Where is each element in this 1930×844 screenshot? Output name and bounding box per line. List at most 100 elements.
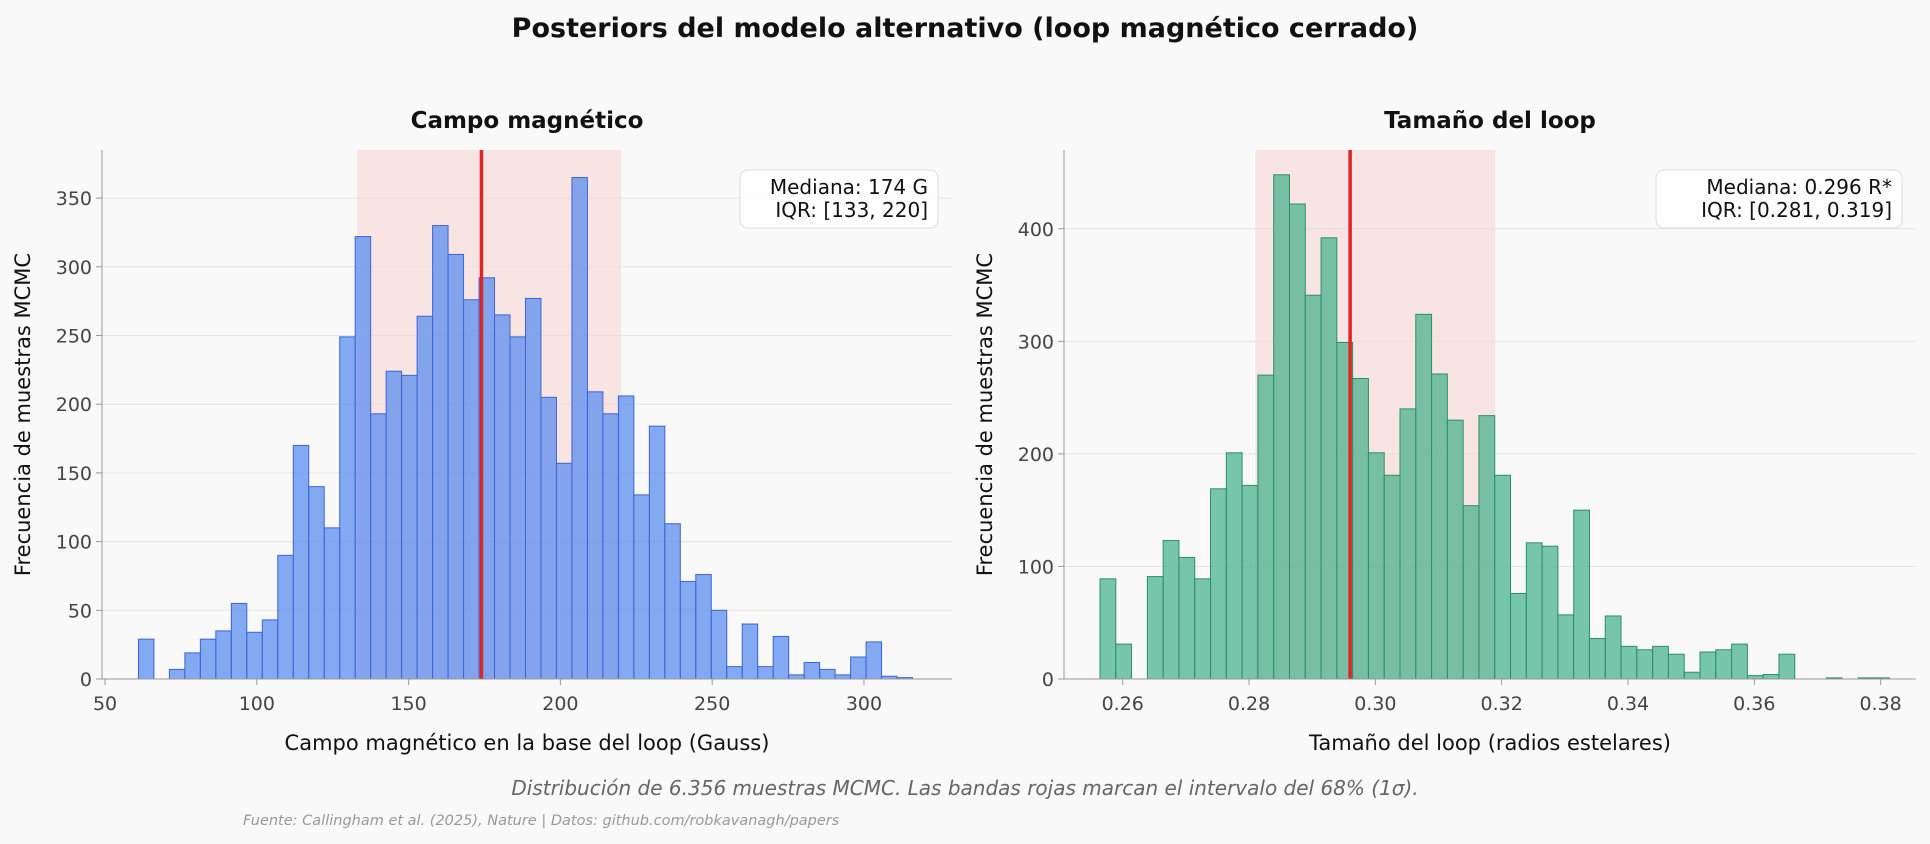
histogram-bar <box>1241 484 1259 680</box>
histogram-bar <box>230 602 248 680</box>
histogram-bar <box>354 236 372 680</box>
histogram-bar <box>261 619 279 680</box>
histogram-bar <box>370 413 387 680</box>
histogram-bar <box>1210 488 1227 680</box>
histogram-bar <box>726 666 743 680</box>
source-note: Fuente: Callingham et al. (2025), Nature… <box>243 813 840 829</box>
histogram-bar <box>463 299 480 680</box>
histogram-bar <box>664 523 681 680</box>
histogram-bar <box>277 554 294 680</box>
histogram-bar <box>1731 643 1748 680</box>
annotation-box <box>1655 169 1903 229</box>
panel-title: Campo magnético <box>411 108 644 134</box>
histogram-bar <box>1478 415 1496 680</box>
histogram-bar <box>1525 542 1543 680</box>
annotation-iqr: IQR: [133, 220] <box>775 198 928 222</box>
histogram-bar <box>695 574 712 680</box>
x-tick-label: 50 <box>93 693 117 715</box>
histogram-bar <box>1573 509 1590 680</box>
x-tick-label: 0.36 <box>1733 693 1775 715</box>
histogram-bar <box>1778 653 1796 680</box>
x-tick-label: 150 <box>390 693 426 715</box>
histogram-bar <box>1115 643 1133 680</box>
histogram-bar <box>1588 637 1606 680</box>
histogram-bar <box>602 413 619 680</box>
histogram-bar <box>401 374 418 680</box>
figure-caption: Distribución de 6.356 muestras MCMC. Las… <box>511 776 1418 800</box>
histogram-bar <box>1099 578 1117 680</box>
histogram-bar <box>416 315 434 680</box>
x-tick-label: 0.32 <box>1481 693 1523 715</box>
panel-loop-size: 0 100 200 300 400 0.26 0.28 0.30 0.32 0.34 0.36 0.3… <box>973 108 1916 755</box>
x-tick-label: 0.28 <box>1228 693 1270 715</box>
annotation-median: Mediana: 0.296 R* <box>1706 175 1892 199</box>
histogram-bar <box>1762 673 1780 680</box>
histogram-bar <box>865 641 883 680</box>
histogram-bar <box>1288 203 1306 680</box>
x-tick-label: 0.30 <box>1354 693 1396 715</box>
histogram-bar <box>617 395 635 680</box>
figure-title: Posteriors del modelo alternativo (loop … <box>512 13 1419 44</box>
histogram-bar <box>1683 671 1701 680</box>
annotation-iqr: IQR: [0.281, 0.319] <box>1701 198 1892 222</box>
histogram-bar <box>555 462 573 680</box>
y-tick-label: 400 <box>1018 219 1054 241</box>
histogram-bar <box>1431 373 1448 680</box>
histogram-bar <box>1383 474 1401 680</box>
histogram-bar <box>1699 651 1717 680</box>
x-axis-label: Campo magnético en la base del loop (Gau… <box>285 731 770 755</box>
histogram-bar <box>524 297 542 680</box>
histogram-bar <box>1557 614 1575 680</box>
x-tick-label: 0.34 <box>1607 693 1649 715</box>
histogram-bar <box>1446 419 1464 680</box>
histogram-bar <box>1620 645 1638 680</box>
histogram-bar <box>1352 377 1369 680</box>
histogram-bar <box>509 336 526 680</box>
histogram-bar <box>246 631 263 680</box>
histogram-bar <box>1510 592 1527 680</box>
histogram-bar <box>1304 294 1322 680</box>
histogram-bar <box>1604 615 1622 680</box>
y-tick-label: 350 <box>56 188 92 210</box>
y-tick-label: 0 <box>1042 669 1054 691</box>
y-tick-label: 300 <box>56 257 92 279</box>
histogram-bar <box>788 674 805 680</box>
y-tick-label: 0 <box>80 669 92 691</box>
histogram-bar <box>850 656 867 680</box>
histogram-bar <box>1367 452 1385 680</box>
histogram-bar <box>1652 645 1669 680</box>
x-axis-label: Tamaño del loop (radios estelares) <box>1308 731 1671 755</box>
x-tick-label: 200 <box>542 693 578 715</box>
histogram-bar <box>679 580 697 680</box>
histogram-bar <box>292 444 310 680</box>
histogram-bar <box>1273 174 1290 680</box>
histogram-bar <box>772 635 790 680</box>
histogram-bar <box>308 486 325 680</box>
histogram-bar <box>1257 374 1275 680</box>
histogram-bar <box>184 652 201 680</box>
histogram-bar <box>803 662 821 680</box>
histogram-bar <box>385 370 403 680</box>
histogram-bar <box>494 314 511 680</box>
histogram-bar <box>586 391 604 680</box>
histogram-bar <box>1462 505 1480 680</box>
histogram-bar <box>447 253 465 680</box>
histogram-bar <box>1636 649 1654 680</box>
histogram-bar <box>1746 675 1764 680</box>
histogram-bar <box>571 176 588 680</box>
histogram-bar <box>1415 313 1433 680</box>
histogram-bar <box>1494 474 1512 680</box>
y-tick-label: 50 <box>68 600 92 622</box>
histogram-bar <box>648 425 666 680</box>
histogram-bar <box>432 225 449 680</box>
annotation-median: Mediana: 174 G <box>770 175 928 199</box>
histogram-bar <box>757 666 774 680</box>
histogram-bar <box>1399 408 1417 680</box>
y-tick-label: 300 <box>1018 331 1054 353</box>
histogram-bar <box>1146 576 1164 680</box>
y-tick-label: 200 <box>1018 444 1054 466</box>
histogram-bar <box>1194 578 1212 680</box>
histogram-bar <box>323 527 341 680</box>
